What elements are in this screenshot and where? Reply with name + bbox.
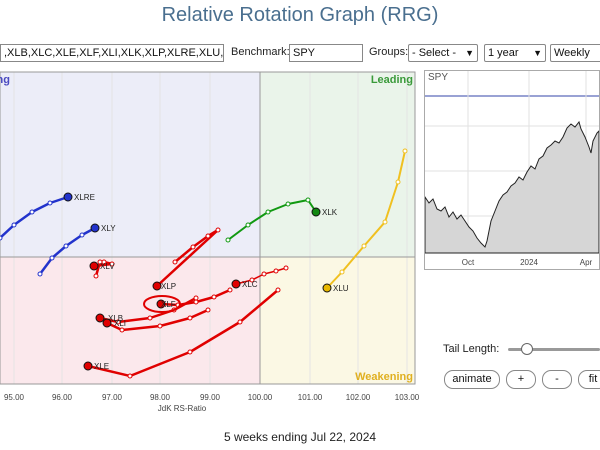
tail-head-xle[interactable] (83, 361, 93, 371)
tail-label-xlf: XLF (161, 300, 176, 309)
x-tick-label: 99.00 (200, 393, 221, 402)
period-select[interactable]: 1 year ▼ (484, 44, 546, 62)
quadrant-labels: Leading Weakening Improving (0, 74, 413, 383)
tail-label-xly: XLY (101, 224, 116, 233)
tail-xle[interactable]: XLE (83, 287, 281, 379)
tail-head-xlf[interactable] (156, 299, 166, 309)
tail-label-xle: XLE (94, 362, 109, 371)
benchmark-label: Benchmark: (231, 46, 290, 58)
quadrant-label-leading: Leading (371, 74, 413, 86)
rrg-chart[interactable]: Leading Weakening Improving XLREXLYXLKXL… (0, 68, 420, 413)
benchmark-mini-chart: Oct 2024 Apr SPY (424, 70, 600, 270)
tail-head-xli[interactable] (102, 318, 112, 328)
x-tick-label: 103.00 (395, 393, 420, 402)
tail-head-xlp[interactable] (152, 281, 162, 291)
tail-head-xly[interactable] (90, 223, 100, 233)
x-tick-label: 96.00 (52, 393, 73, 402)
tail-head-xlc[interactable] (231, 279, 241, 289)
footer-period-text: 5 weeks ending Jul 22, 2024 (223, 430, 377, 444)
tail-head-xlre[interactable] (63, 192, 73, 202)
page-title: Relative Rotation Graph (RRG) (161, 4, 439, 26)
xlf-highlight-circle (143, 295, 181, 313)
tail-label-xlv: XLV (100, 262, 115, 271)
tail-xly[interactable]: XLY (37, 223, 116, 277)
tail-label-xli: XLI (114, 319, 126, 328)
plot-border (0, 71, 416, 385)
tail-xlp[interactable]: XLP (152, 227, 221, 291)
tail-xli[interactable]: XLI (102, 307, 211, 333)
benchmark-input[interactable]: SPY (289, 44, 363, 62)
animate-button[interactable]: animate (444, 370, 500, 389)
quadrant-improving (0, 72, 260, 257)
tail-label-xlc: XLC (242, 280, 258, 289)
tail-length-slider-handle[interactable] (521, 343, 533, 355)
symbols-input[interactable]: ,XLB,XLC,XLE,XLF,XLI,XLK,XLP,XLRE,XLU,XL… (0, 44, 224, 62)
fit-button[interactable]: fit (578, 370, 600, 389)
x-axis-label: JdK RS-Ratio (158, 404, 207, 413)
x-tick-label: 100.00 (248, 393, 273, 402)
x-axis: 95.00 96.00 97.00 98.00 99.00 100.00 101.00 102… (4, 393, 420, 402)
benchmark-price-chart: Oct 2024 Apr (424, 71, 600, 267)
quadrant-label-improving: Improving (0, 74, 10, 86)
x-tick-label: 95.00 (4, 393, 25, 402)
tail-xlv[interactable]: XLV (89, 259, 115, 279)
period-select-value: 1 year (488, 47, 519, 59)
mini-x-label-oct: Oct (462, 258, 475, 267)
tail-label-xlp: XLP (161, 282, 176, 291)
tail-head-xlk[interactable] (311, 207, 321, 217)
frequency-select-value: Weekly (554, 47, 590, 59)
x-tick-label: 102.00 (346, 393, 371, 402)
price-area (424, 120, 600, 254)
x-tick-label: 98.00 (150, 393, 171, 402)
chart-gridlines (13, 72, 408, 384)
frequency-select[interactable]: Weekly (550, 44, 600, 62)
tail-length-slider[interactable] (508, 348, 600, 351)
zoom-in-button[interactable]: + (506, 370, 536, 389)
tail-label-xlk: XLK (322, 208, 338, 217)
tail-head-xlv[interactable] (89, 261, 99, 271)
quadrant-backgrounds (0, 71, 416, 385)
controls-bar: ,XLB,XLC,XLE,XLF,XLI,XLK,XLP,XLRE,XLU,XL… (0, 44, 600, 64)
x-tick-label: 97.00 (102, 393, 123, 402)
tail-head-xlb[interactable] (95, 313, 105, 323)
tail-xlu[interactable]: XLU (322, 148, 408, 293)
x-tick-label: 101.00 (298, 393, 323, 402)
mini-chart-symbol: SPY (428, 72, 449, 83)
mini-x-label-2024: 2024 (520, 258, 538, 267)
groups-select-value: - Select - (412, 47, 457, 59)
tail-label-xlre: XLRE (74, 193, 95, 202)
chevron-down-icon: ▼ (465, 48, 474, 58)
groups-select[interactable]: - Select - ▼ (408, 44, 478, 62)
quadrant-leading (260, 72, 415, 257)
mini-x-label-apr: Apr (580, 258, 593, 267)
tail-xlc[interactable]: XLC (231, 265, 289, 289)
tail-label-xlu: XLU (333, 284, 349, 293)
tail-xlre[interactable]: XLRE (0, 192, 95, 241)
tail-length-label: Tail Length: (443, 343, 500, 355)
quadrant-label-weakening: Weakening (355, 371, 413, 383)
zoom-out-button[interactable]: - (542, 370, 572, 389)
tail-xlk[interactable]: XLK (225, 197, 338, 243)
groups-label: Groups: (369, 46, 409, 58)
tail-head-xlu[interactable] (322, 283, 332, 293)
chevron-down-icon: ▼ (533, 48, 542, 58)
tail-label-xlb: XLB (108, 314, 123, 323)
